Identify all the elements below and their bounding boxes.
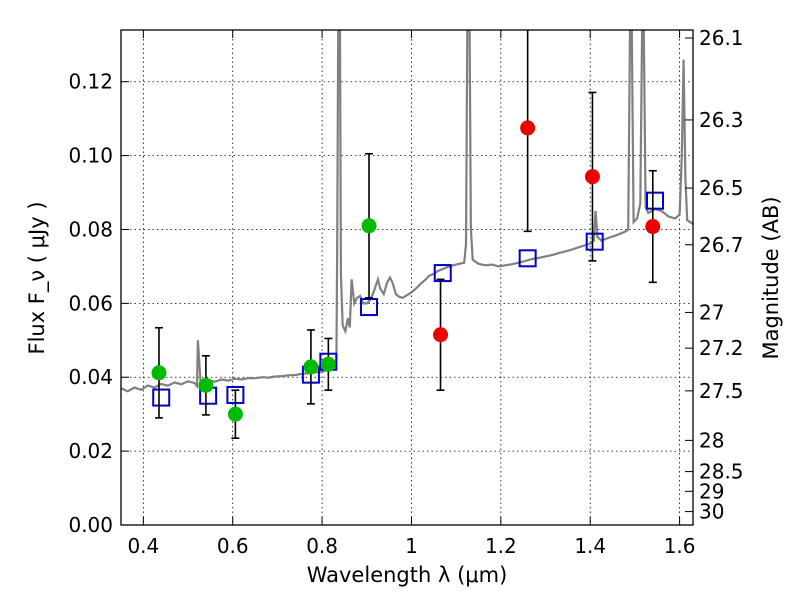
right-tick-label: 30 bbox=[699, 500, 724, 524]
model-spectrum-line bbox=[121, 30, 693, 393]
right-tick-label: 28.5 bbox=[699, 460, 744, 484]
photometry-point bbox=[303, 359, 319, 375]
plot-frame bbox=[120, 29, 694, 526]
right-tick-label: 27.5 bbox=[699, 379, 744, 403]
photometry-point bbox=[151, 365, 167, 381]
photometry-point bbox=[584, 169, 600, 185]
right-tick-label: 26.7 bbox=[699, 233, 744, 257]
spectrum-layer bbox=[121, 30, 693, 393]
x-tick-label: 0.8 bbox=[306, 534, 338, 558]
photometry-point bbox=[361, 218, 377, 234]
photometry-point bbox=[645, 219, 661, 235]
grid bbox=[121, 30, 693, 525]
model-square-point bbox=[518, 249, 537, 268]
photometry-point bbox=[320, 356, 336, 372]
right-tick-label: 27.2 bbox=[699, 336, 744, 360]
y-tick-label: 0.02 bbox=[68, 439, 113, 463]
model-square-point bbox=[152, 388, 171, 407]
y-tick-label: 0.10 bbox=[68, 144, 113, 168]
y-tick-label: 0.12 bbox=[68, 70, 113, 94]
model-square-point bbox=[646, 191, 665, 210]
right-tick-label: 26.1 bbox=[699, 26, 744, 50]
x-tick-label: 1.6 bbox=[664, 534, 696, 558]
photometry-point bbox=[227, 406, 243, 422]
photometry-point bbox=[520, 120, 536, 136]
x-axis-label: Wavelength λ (μm) bbox=[307, 563, 508, 587]
right-axis-label: Magnitude (AB) bbox=[759, 196, 783, 359]
y-tick-label: 0.04 bbox=[68, 365, 113, 389]
right-tick-label: 29 bbox=[699, 479, 724, 503]
x-tick-label: 1.4 bbox=[574, 534, 606, 558]
model-square-point bbox=[585, 232, 604, 251]
tick-layer: 0.4 0.6 0.8 1 1.2 1.4 1.6 0.00 0.02 0.04 0.06 0.08 0… bbox=[68, 26, 743, 558]
y-tick-label: 0.00 bbox=[68, 513, 113, 537]
x-tick-label: 1 bbox=[405, 534, 418, 558]
right-tick-label: 26.3 bbox=[699, 108, 744, 132]
model-square-point bbox=[433, 264, 452, 283]
right-tick-label: 26.5 bbox=[699, 176, 744, 200]
x-tick-label: 1.2 bbox=[485, 534, 517, 558]
x-tick-label: 0.4 bbox=[127, 534, 159, 558]
x-tick-label: 0.6 bbox=[217, 534, 249, 558]
y-tick-label: 0.06 bbox=[68, 291, 113, 315]
y-tick-label: 0.08 bbox=[68, 217, 113, 241]
model-square-point bbox=[360, 298, 379, 317]
right-tick-label: 28 bbox=[699, 428, 724, 452]
right-tick-label: 27 bbox=[699, 300, 724, 324]
photometry-point bbox=[433, 327, 449, 343]
photometry-point bbox=[198, 377, 214, 393]
marker-layer bbox=[151, 30, 665, 439]
y-axis-label: Flux F_ν ( μJy ) bbox=[25, 201, 50, 354]
